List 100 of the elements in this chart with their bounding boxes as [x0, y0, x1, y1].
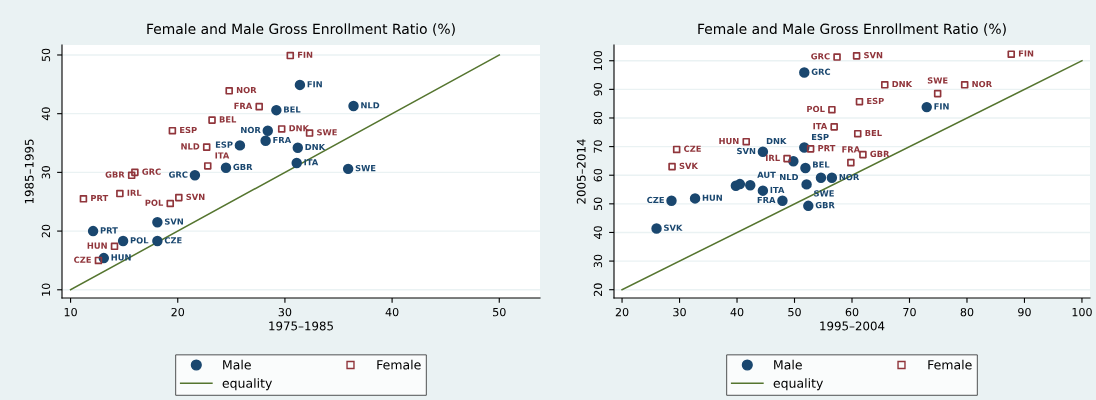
data-label: BEL [219, 116, 237, 123]
data-label: FRA [234, 102, 253, 109]
data-label: GBR [233, 163, 253, 171]
x-tick-label: 10 [64, 307, 77, 317]
data-label: SVN [864, 51, 883, 59]
data-label: FIN [297, 51, 313, 58]
data-label: GBR [815, 201, 835, 209]
data-label: PRT [818, 145, 836, 152]
data-label: NOR [972, 80, 992, 88]
y-tick-label: 30 [593, 254, 603, 268]
legend-label: Female [928, 359, 972, 370]
data-label: CZE [684, 145, 701, 152]
x-tick-label: 50 [788, 307, 801, 317]
y-tick-label: 80 [593, 111, 603, 125]
data-label: PRT [100, 227, 118, 234]
data-label: SVN [737, 147, 756, 155]
data-label: GRC [142, 168, 161, 175]
data-label: SWE [927, 77, 948, 84]
y-tick-label: 60 [593, 168, 603, 182]
legend-label: equality [773, 378, 824, 391]
data-label: NOR [241, 126, 261, 134]
data-label: POL [130, 237, 149, 244]
data-label: DNK [892, 81, 913, 88]
data-label: FRA [757, 196, 776, 203]
data-label: SWE [355, 164, 376, 172]
data-label: FIN [307, 81, 322, 88]
data-label: FRA [273, 136, 292, 143]
data-label: HUN [702, 194, 722, 201]
data-label: DNK [305, 143, 326, 151]
data-label: GRC [811, 53, 830, 60]
data-label: SVN [186, 193, 205, 201]
data-label: IRL [766, 154, 780, 161]
y-tick-label: 50 [41, 48, 51, 62]
data-label: FRA [842, 146, 861, 153]
legend-label: Female [377, 359, 421, 370]
data-label: NLD [780, 174, 799, 181]
x-tick-label: 60 [845, 307, 859, 317]
data-label: CZE [74, 256, 91, 263]
y-tick-label: 40 [593, 226, 603, 239]
data-label: GRC [169, 171, 188, 178]
data-label: NLD [361, 102, 380, 109]
data-label: AUT [757, 171, 776, 178]
y-tick-label: 20 [41, 224, 51, 238]
x-tick-label: 70 [903, 307, 916, 317]
chart-title: Female and Male Gross Enrollment Ratio (%) [147, 23, 455, 36]
x-tick-label: 30 [673, 307, 686, 317]
x-tick-label: 90 [1018, 307, 1031, 317]
data-label: SVN [164, 218, 183, 225]
data-label: GRC [811, 68, 831, 75]
data-label: FIN [1018, 50, 1034, 57]
data-label: ITA [813, 123, 828, 130]
data-label: POL [145, 199, 164, 206]
x-axis-title: 1975–1985 [269, 321, 333, 331]
data-label: HUN [87, 242, 107, 249]
legend-label: equality [222, 378, 273, 391]
data-label: BEL [813, 161, 830, 168]
x-tick-label: 20 [171, 307, 185, 317]
data-label: HUN [719, 137, 739, 145]
data-label: ITA [770, 186, 785, 193]
data-label: BEL [865, 129, 882, 137]
data-label: POL [807, 105, 825, 113]
y-axis-title: 1985–1995 [24, 139, 34, 204]
data-label: SVK [679, 162, 699, 170]
y-tick-label: 100 [593, 50, 603, 71]
x-tick-label: 100 [1072, 307, 1092, 317]
data-label: ITA [304, 159, 319, 166]
y-tick-label: 40 [41, 107, 51, 121]
data-label: BEL [284, 106, 301, 113]
chart-title: Female and Male Gross Enrollment Ratio (%) [698, 23, 1006, 36]
x-axis-title: 1995–2004 [820, 321, 885, 331]
y-tick-label: 10 [41, 283, 51, 296]
data-label: CZE [647, 196, 664, 204]
x-tick-label: 40 [730, 307, 744, 317]
data-label: GBR [105, 171, 125, 178]
y-axis-title: 2005–2014 [576, 139, 586, 204]
data-label: DNK [289, 125, 310, 132]
x-tick-label: 50 [493, 307, 506, 317]
data-label: SVK [664, 224, 683, 231]
legend-label: Male [223, 359, 251, 370]
y-tick-label: 30 [41, 166, 51, 179]
data-label: SWE [814, 190, 834, 197]
x-tick-label: 20 [615, 307, 629, 317]
data-label: CZE [164, 237, 182, 244]
data-label: NLD [181, 143, 200, 150]
data-label: ITA [215, 152, 230, 159]
x-tick-label: 30 [278, 307, 292, 317]
data-label: PRT [91, 195, 109, 202]
data-label: DNK [766, 137, 787, 145]
data-label: FIN [934, 103, 949, 110]
data-label: ESP [180, 126, 197, 134]
y-tick-label: 70 [593, 140, 603, 153]
data-label: ESP [812, 133, 829, 141]
data-label: GBR [870, 150, 890, 158]
data-label: ESP [867, 97, 884, 105]
data-label: NOR [236, 86, 257, 94]
data-label: ESP [215, 141, 233, 148]
x-tick-label: 40 [385, 307, 399, 317]
x-tick-label: 80 [960, 307, 974, 317]
y-tick-label: 90 [593, 83, 603, 96]
data-label: SWE [317, 129, 337, 136]
